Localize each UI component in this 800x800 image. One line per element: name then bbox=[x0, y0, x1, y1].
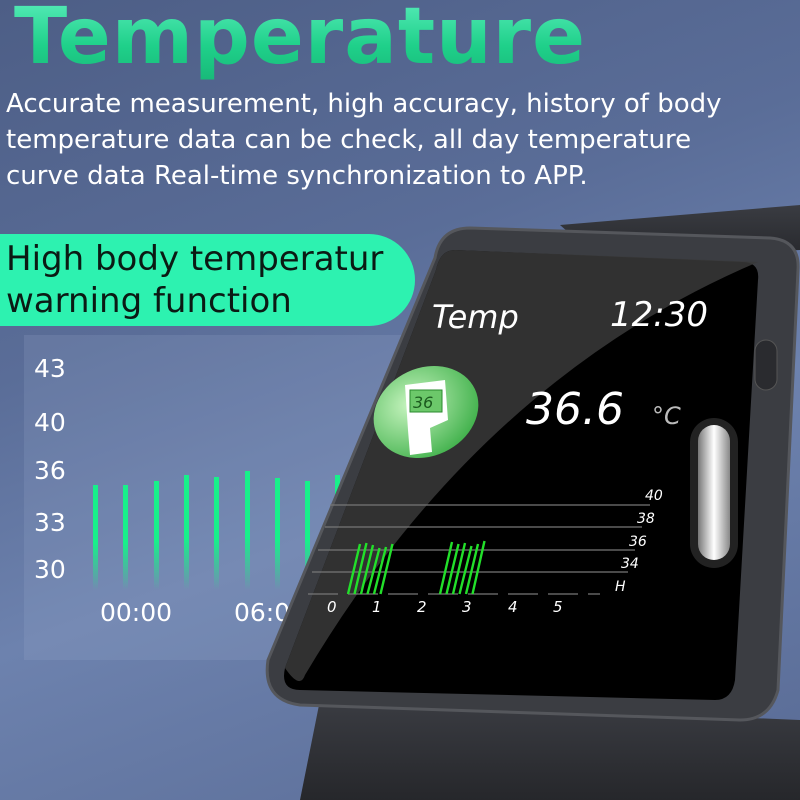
y-tick: 33 bbox=[34, 508, 66, 537]
watch-bar bbox=[458, 545, 473, 595]
watch-y-label: 38 bbox=[637, 511, 655, 527]
history-bar bbox=[183, 475, 189, 590]
watch-bar bbox=[471, 540, 486, 595]
watch-chart-grid bbox=[308, 504, 650, 595]
watch-bar bbox=[379, 543, 394, 595]
history-bar bbox=[305, 481, 311, 590]
y-tick: 40 bbox=[34, 408, 66, 437]
feature-line-2: warning function bbox=[6, 281, 292, 321]
watch-bar bbox=[346, 543, 362, 595]
history-bar bbox=[274, 478, 280, 590]
watch-x-label: 3 bbox=[462, 598, 472, 616]
watch-bar bbox=[372, 546, 388, 595]
watch-y-label: 34 bbox=[621, 556, 639, 572]
page-title: Temperature bbox=[14, 0, 586, 82]
watch-bar bbox=[464, 543, 480, 595]
watch-bar bbox=[438, 541, 454, 595]
y-tick: 43 bbox=[34, 354, 66, 383]
watch-x-label: 5 bbox=[553, 598, 563, 616]
watch-y-label: 40 bbox=[645, 488, 663, 504]
watch-bar bbox=[353, 542, 368, 595]
feature-pill bbox=[0, 234, 415, 326]
watch-y-label: 36 bbox=[629, 534, 647, 550]
feature-pill-text: High body temperatur warning function bbox=[6, 238, 383, 322]
watch-bar bbox=[366, 547, 381, 595]
side-button-highlight bbox=[698, 425, 730, 560]
watch-x-label: 4 bbox=[508, 598, 518, 616]
watch-band-bottom bbox=[300, 700, 800, 800]
side-button-icon[interactable] bbox=[754, 339, 778, 391]
watch-x-labels: 0 1 2 3 4 5 bbox=[327, 598, 563, 616]
watch-x-label: 2 bbox=[417, 598, 427, 616]
x-tick: 00:00 bbox=[100, 598, 173, 627]
screen-time: 12:30 bbox=[610, 295, 708, 335]
temperature-value: 36.6 bbox=[526, 384, 624, 435]
watch-chart-bars bbox=[346, 540, 486, 595]
watch-y-label: H bbox=[615, 579, 626, 595]
icon-readout: 36 bbox=[413, 393, 433, 412]
description: Accurate measurement, high accuracy, his… bbox=[6, 89, 722, 191]
history-bar bbox=[214, 476, 220, 590]
y-tick: 36 bbox=[34, 456, 66, 485]
history-bar bbox=[123, 484, 129, 590]
watch-x-label: 1 bbox=[372, 598, 382, 616]
history-bar bbox=[244, 470, 250, 590]
history-bar bbox=[93, 484, 98, 590]
history-bar bbox=[153, 481, 159, 590]
watch-bar bbox=[359, 544, 375, 595]
thermometer-watch-icon: 36 bbox=[373, 366, 479, 458]
watch-x-label: 0 bbox=[327, 598, 337, 616]
temperature-unit: °C bbox=[652, 402, 681, 430]
screen-glare bbox=[285, 250, 758, 682]
x-tick: 06:0 bbox=[234, 598, 291, 627]
feature-line-1: High body temperatur bbox=[6, 239, 384, 279]
screen-title: Temp bbox=[432, 298, 519, 336]
watch-bar bbox=[445, 543, 460, 595]
y-tick: 30 bbox=[34, 555, 66, 584]
watch-bar bbox=[451, 542, 467, 595]
